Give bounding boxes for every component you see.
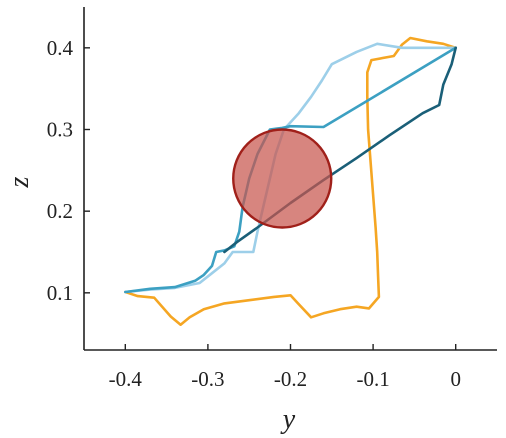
y-tick-label: 0.1 xyxy=(47,281,73,305)
axes xyxy=(83,7,497,351)
y-tick-label: 0.3 xyxy=(47,118,73,142)
plot-area xyxy=(124,36,457,326)
x-tick-label: 0 xyxy=(450,367,461,391)
y-axis-label: z xyxy=(4,176,35,188)
y-tick-label: 0.2 xyxy=(47,199,73,223)
series-line-4 xyxy=(223,46,457,254)
sphere-circle xyxy=(232,128,333,229)
series-line-1 xyxy=(124,36,457,326)
x-tick-label: -0.2 xyxy=(274,367,307,391)
circle-layer xyxy=(232,128,333,229)
x-tick-label: -0.3 xyxy=(191,367,224,391)
x-tick-label: -0.4 xyxy=(109,367,143,391)
series-line-3 xyxy=(124,46,457,294)
x-axis-label: y xyxy=(280,404,296,435)
x-tick-label: -0.1 xyxy=(356,367,389,391)
y-tick-label: 0.4 xyxy=(47,36,74,60)
tick-labels: -0.4 -0.3 -0.2 -0.1 0 0.1 0.2 0.3 0.4 xyxy=(47,36,461,391)
